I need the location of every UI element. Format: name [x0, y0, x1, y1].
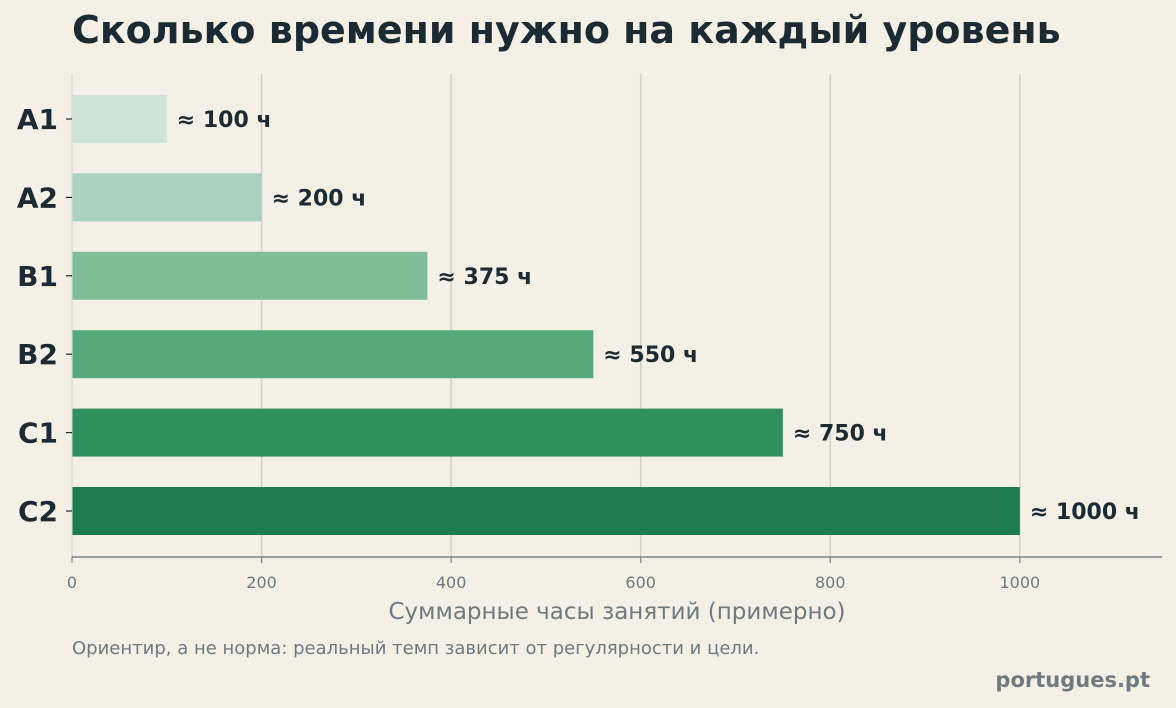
category-label-A2: A2: [17, 181, 58, 214]
data-label-A2: ≈ 200 ч: [272, 186, 367, 211]
category-label-B2: B2: [17, 338, 58, 371]
category-label-C1: C1: [18, 417, 58, 450]
x-tick-label: 1000: [999, 573, 1040, 592]
data-label-C1: ≈ 750 ч: [793, 422, 888, 447]
data-label-B1: ≈ 375 ч: [437, 265, 532, 290]
data-label-A1: ≈ 100 ч: [177, 108, 272, 133]
bar-B1: [72, 251, 428, 300]
grid-lines: [71, 74, 1021, 557]
bar-B2: [72, 330, 594, 379]
bars: ≈ 100 ч ≈ 200 ч ≈ 375 ч ≈ 550 ч ≈ 750 ч ≈ 100…: [72, 95, 1140, 535]
footnote: Ориентир, а не норма: реальный темп зави…: [72, 638, 760, 659]
x-tick-label: 200: [246, 573, 277, 592]
brand-watermark: portugues.pt: [995, 668, 1150, 692]
x-tick-label: 800: [815, 573, 846, 592]
data-label-C2: ≈ 1000 ч: [1030, 500, 1140, 525]
bar-C1: [72, 408, 783, 457]
x-tick-label: 600: [625, 573, 656, 592]
chart-title: Сколько времени нужно на каждый уровень: [72, 8, 1061, 52]
axes: 0 200 400 600 800 1000 A1 A2 B1 B2 C1 C2: [17, 74, 1162, 592]
category-label-C2: C2: [18, 495, 58, 528]
bar-A2: [72, 173, 262, 222]
category-label-A1: A1: [17, 103, 58, 136]
bar-C2: [72, 487, 1020, 535]
x-tick-label: 400: [436, 573, 467, 592]
category-label-B1: B1: [17, 260, 58, 293]
bar-A1: [72, 95, 167, 143]
data-label-B2: ≈ 550 ч: [603, 343, 698, 368]
x-axis-label: Суммарные часы занятий (примерно): [388, 599, 845, 625]
x-tick-label: 0: [67, 573, 77, 592]
